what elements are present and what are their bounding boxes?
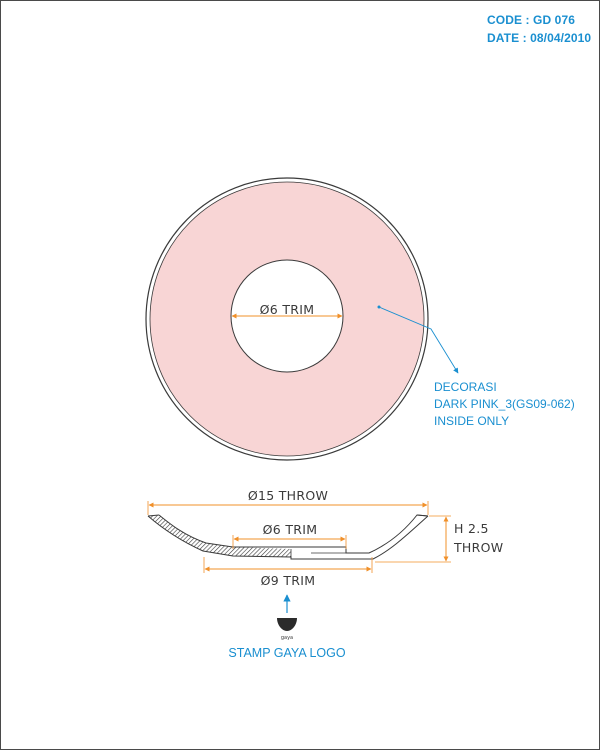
outer-dimension-label: Ø15 THROW <box>248 488 328 503</box>
drawing-date: DATE : 08/04/2010 <box>487 31 592 45</box>
plate-outer-rim <box>145 177 429 461</box>
decoration-note-line-3: INSIDE ONLY <box>434 414 509 428</box>
rim-top <box>147 514 429 517</box>
title-block: CODE : GD 076 DATE : 08/04/2010 <box>487 11 591 47</box>
decoration-leader <box>378 306 459 374</box>
side-inner-dimension-label: Ø6 TRIM <box>263 522 318 537</box>
top-view: Ø6 TRIM DECORASI DARK PINK_3(GS09-062) I… <box>145 177 575 461</box>
product-code: CODE : GD 076 <box>487 13 575 27</box>
plate-profile-inner <box>158 514 429 554</box>
top-inner-dimension-label: Ø6 TRIM <box>260 302 315 317</box>
gaya-logo-icon <box>277 618 297 631</box>
stamp-label: STAMP GAYA LOGO <box>228 646 345 660</box>
gaya-logo-text: gaya <box>281 635 293 641</box>
base-dimension-label: Ø9 TRIM <box>261 573 316 588</box>
height-type-label: THROW <box>453 540 503 555</box>
decoration-note-line-2: DARK PINK_3(GS09-062) <box>434 397 575 411</box>
height-value-label: H 2.5 <box>454 521 489 536</box>
leader-dot <box>377 305 381 309</box>
decoration-note-line-1: DECORASI <box>434 380 497 394</box>
stamp-callout: gaya STAMP GAYA LOGO <box>228 594 346 660</box>
plate-section-hatch <box>148 515 291 557</box>
side-view: Ø15 THROW Ø6 TRIM Ø9 TRIM H 2.5 THROW <box>147 488 503 588</box>
